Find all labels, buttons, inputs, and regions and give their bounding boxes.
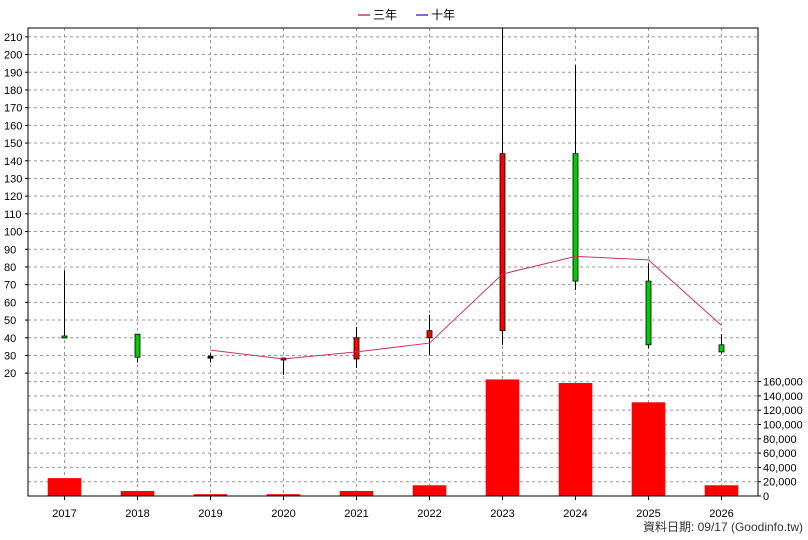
series-line <box>210 255 722 360</box>
volume-bar <box>704 485 739 496</box>
volume-axis: 0 20,000 40,000 60,000 80,000 100,000 120,000 1… <box>758 377 803 503</box>
volume-tick-label: 0 <box>763 491 769 503</box>
price-tick-label: 180 <box>4 85 22 97</box>
volume-bars <box>47 379 739 496</box>
x-tick-label: 2017 <box>52 508 76 520</box>
candle-body <box>61 335 68 339</box>
volume-bar <box>412 485 447 496</box>
volume-bar <box>339 490 374 496</box>
candle-body <box>353 337 360 360</box>
x-tick-label: 2024 <box>563 508 587 520</box>
volume-tick-label: 140,000 <box>763 391 803 403</box>
price-tick-label: 110 <box>4 209 22 221</box>
price-axis: 20 30 40 50 60 70 80 90 100 110 120 130 140 150 160 170… <box>4 32 28 380</box>
candle-body <box>499 153 506 332</box>
x-tick-label: 2018 <box>125 508 149 520</box>
price-tick-label: 20 <box>4 368 16 380</box>
price-tick-label: 100 <box>4 227 22 239</box>
candle-body <box>426 330 433 339</box>
source-note: 資料日期: 09/17 (Goodinfo.tw) <box>643 520 803 534</box>
x-tick-label: 2019 <box>198 508 222 520</box>
volume-tick-label: 20,000 <box>763 477 797 489</box>
legend-label: 十年 <box>431 8 455 22</box>
price-tick-label: 150 <box>4 138 22 150</box>
plot-frame <box>27 27 759 497</box>
price-tick-label: 170 <box>4 103 22 115</box>
volume-tick-label: 160,000 <box>763 377 803 389</box>
x-tick-label: 2026 <box>709 508 733 520</box>
price-tick-label: 210 <box>4 32 22 44</box>
x-axis: 2017 2018 2019 2020 2021 2022 2023 2024 2025 2026 <box>52 496 734 520</box>
price-tick-label: 60 <box>4 297 16 309</box>
candlesticks <box>61 28 725 375</box>
price-tick-label: 140 <box>4 156 22 168</box>
x-tick-label: 2023 <box>490 508 514 520</box>
volume-tick-label: 100,000 <box>763 419 803 431</box>
candle-body <box>134 333 141 358</box>
legend: 三年 十年 <box>358 8 455 22</box>
price-tick-label: 120 <box>4 191 22 203</box>
price-tick-label: 80 <box>4 262 16 274</box>
volume-bar <box>47 478 82 496</box>
price-tick-label: 30 <box>4 350 16 362</box>
candle-body <box>207 355 214 359</box>
price-tick-label: 40 <box>4 333 16 345</box>
price-tick-label: 200 <box>4 50 22 62</box>
candle-body <box>645 280 652 346</box>
x-tick-label: 2022 <box>417 508 441 520</box>
legend-label: 三年 <box>373 8 397 22</box>
candle-body <box>718 344 725 353</box>
volume-bar <box>120 490 155 496</box>
volume-bar <box>266 494 301 496</box>
price-tick-label: 90 <box>4 244 16 256</box>
average-lines <box>210 255 722 360</box>
volume-tick-label: 80,000 <box>763 434 797 446</box>
volume-tick-label: 40,000 <box>763 462 797 474</box>
candle-body <box>572 153 579 282</box>
price-tick-label: 130 <box>4 173 22 185</box>
volume-bar <box>631 402 666 496</box>
price-tick-label: 70 <box>4 280 16 292</box>
x-tick-label: 2020 <box>271 508 295 520</box>
volume-bar <box>558 383 593 496</box>
volume-tick-label: 120,000 <box>763 405 803 417</box>
volume-bar <box>193 494 228 496</box>
volume-tick-label: 60,000 <box>763 448 797 460</box>
volume-bar <box>485 379 520 496</box>
price-tick-label: 190 <box>4 67 22 79</box>
x-tick-label: 2021 <box>344 508 368 520</box>
x-tick-label: 2025 <box>636 508 660 520</box>
price-tick-label: 50 <box>4 315 16 327</box>
price-tick-label: 160 <box>4 120 22 132</box>
